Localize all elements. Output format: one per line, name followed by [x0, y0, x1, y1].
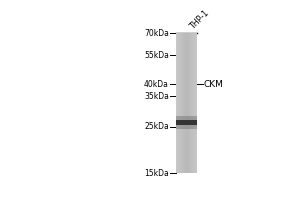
Text: 70kDa: 70kDa [144, 29, 169, 38]
Text: 15kDa: 15kDa [144, 169, 169, 178]
Text: 55kDa: 55kDa [144, 51, 169, 60]
Text: 40kDa: 40kDa [144, 80, 169, 89]
Text: 35kDa: 35kDa [144, 92, 169, 101]
Text: CKM: CKM [204, 80, 224, 89]
Text: THP-1: THP-1 [189, 9, 211, 32]
Text: 25kDa: 25kDa [144, 122, 169, 131]
